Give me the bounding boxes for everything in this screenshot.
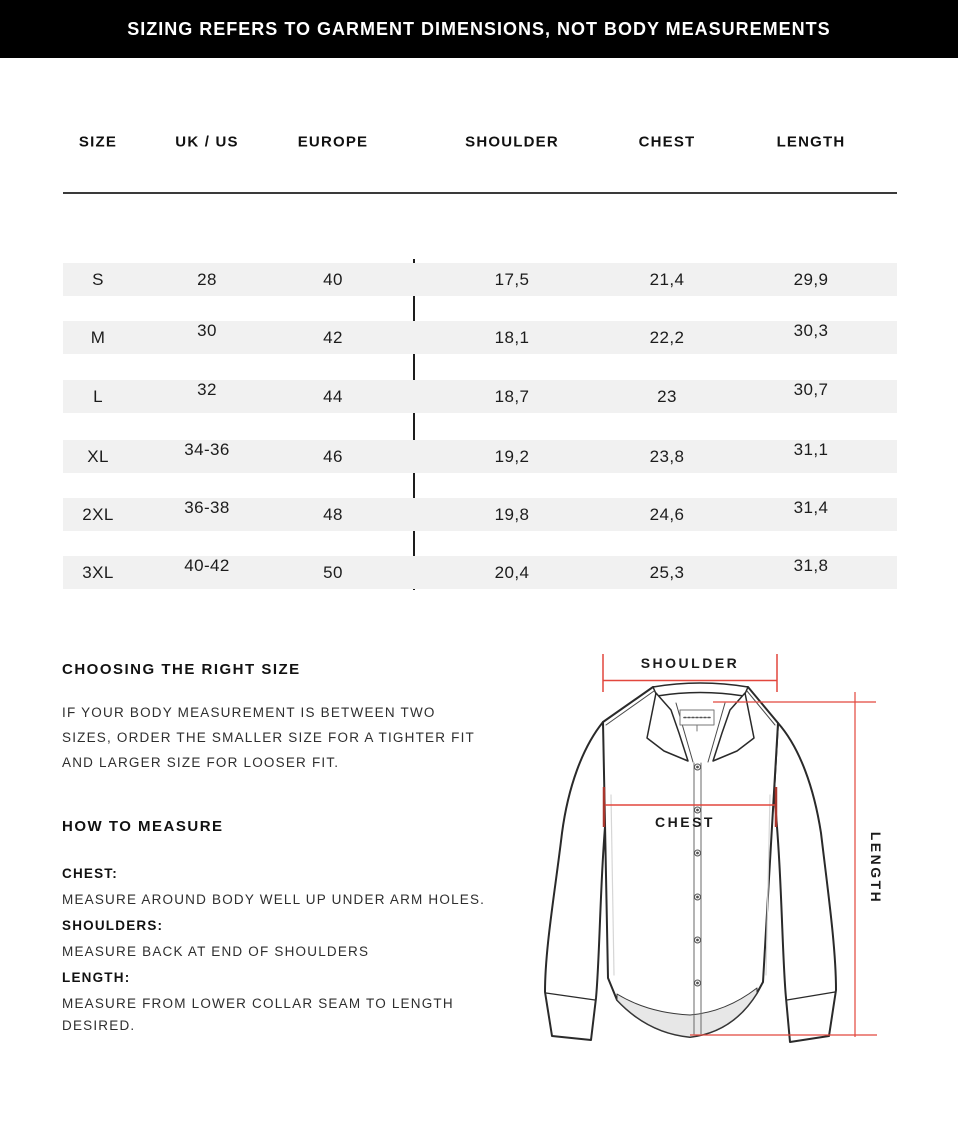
table-row-2xl: 2XL 36-38 48 19,8 24,6 31,4: [63, 498, 897, 531]
measure-chest-desc: MEASURE AROUND BODY WELL UP UNDER ARM HO…: [62, 889, 485, 911]
cell-length: 31,1: [793, 439, 829, 459]
cell-europe: 44: [323, 386, 343, 406]
shirt-left-cuff-line: [545, 992, 596, 1001]
col-header-shoulder: SHOULDER: [465, 133, 559, 151]
measure-length-line: DESIRED.: [62, 1018, 136, 1033]
col-header-europe: EUROPE: [297, 133, 369, 151]
cell-size: M: [90, 327, 106, 347]
measure-length-label: LENGTH:: [62, 970, 131, 985]
cell-chest: 24,6: [649, 504, 685, 524]
shirt-placket: [693, 762, 702, 1035]
table-header-rule: [63, 192, 897, 194]
table-divider-line: [413, 259, 415, 590]
cell-chest: 23: [657, 386, 677, 406]
cell-shoulder: 18,1: [494, 327, 530, 347]
table-row-xl: XL 34-36 46 19,2 23,8 31,1: [63, 440, 897, 473]
cell-europe: 40: [323, 269, 343, 289]
cell-europe: 50: [323, 562, 343, 582]
col-header-chest: CHEST: [638, 133, 696, 151]
cell-europe: 46: [323, 446, 343, 466]
how-to-measure-title: HOW TO MEASURE: [62, 818, 224, 835]
cell-length: 30,3: [793, 320, 829, 340]
cell-size: 2XL: [82, 504, 114, 524]
measure-shoulders-desc: MEASURE BACK AT END OF SHOULDERS: [62, 941, 369, 963]
banner-text: SIZING REFERS TO GARMENT DIMENSIONS, NOT…: [127, 18, 831, 39]
shirt-measurement-diagram: SHOULDER CHEST LENGTH: [544, 654, 884, 1043]
cell-uk-us: 34-36: [184, 439, 230, 459]
cell-shoulder: 19,8: [494, 504, 530, 524]
collar-left-leaf: [646, 692, 689, 762]
cell-chest: 25,3: [649, 562, 685, 582]
shirt-shoulder-seams: [605, 690, 776, 726]
choosing-size-title: CHOOSING THE RIGHT SIZE: [62, 661, 301, 678]
cell-chest: 21,4: [649, 269, 685, 289]
shirt-collar: [646, 682, 755, 763]
measure-chest-label: CHEST:: [62, 866, 118, 881]
measure-shoulders-line: MEASURE BACK AT END OF SHOULDERS: [62, 944, 370, 959]
measure-chest-line: MEASURE AROUND BODY WELL UP UNDER ARM HO…: [62, 892, 486, 907]
collar-right-leaf: [712, 692, 755, 762]
measure-length-line: MEASURE FROM LOWER COLLAR SEAM TO LENGTH: [62, 996, 454, 1011]
cell-shoulder: 20,4: [494, 562, 530, 582]
cell-length: 29,9: [793, 269, 829, 289]
cell-length: 30,7: [793, 379, 829, 399]
measure-shoulders-label: SHOULDERS:: [62, 918, 164, 933]
cell-size: S: [92, 269, 104, 289]
diagram-shoulder-label: SHOULDER: [641, 655, 740, 671]
choosing-size-text: IF YOUR BODY MEASUREMENT IS BETWEEN TWO …: [62, 700, 475, 775]
cell-size: 3XL: [82, 562, 114, 582]
cell-length: 31,4: [793, 497, 829, 517]
shirt-left-sleeve: [544, 721, 609, 1041]
choosing-size-line: SIZES, ORDER THE SMALLER SIZE FOR A TIGH…: [62, 730, 475, 745]
shirt-side-seams: [610, 794, 771, 976]
cell-uk-us: 36-38: [184, 497, 230, 517]
col-header-length: LENGTH: [776, 133, 846, 151]
cell-size: XL: [87, 446, 109, 466]
cell-chest: 23,8: [649, 446, 685, 466]
cell-size: L: [93, 386, 103, 406]
measure-length-desc: MEASURE FROM LOWER COLLAR SEAM TO LENGTH…: [62, 993, 454, 1037]
diagram-length-label: LENGTH: [868, 832, 884, 905]
diagram-chest-label: CHEST: [655, 814, 715, 830]
table-row-l: L 32 44 18,7 23 30,7: [63, 380, 897, 413]
col-header-size: SIZE: [78, 133, 118, 151]
shirt-right-sleeve: [773, 722, 837, 1043]
shirt-illustration: [544, 682, 837, 1043]
cell-chest: 22,2: [649, 327, 685, 347]
measurement-overlay: [602, 654, 877, 1037]
table-header-row: SIZE UK / US EUROPE SHOULDER CHEST LENGT…: [63, 128, 897, 156]
table-row-m: M 30 42 18,1 22,2 30,3: [63, 321, 897, 354]
cell-shoulder: 17,5: [494, 269, 530, 289]
table-row-s: S 28 40 17,5 21,4 29,9: [63, 263, 897, 296]
choosing-size-line: AND LARGER SIZE FOR LOOSER FIT.: [62, 755, 340, 770]
choosing-size-line: IF YOUR BODY MEASUREMENT IS BETWEEN TWO: [62, 705, 436, 720]
cell-uk-us: 28: [197, 269, 217, 289]
cell-length: 31,8: [793, 555, 829, 575]
cell-shoulder: 18,7: [494, 386, 530, 406]
cell-europe: 42: [323, 327, 343, 347]
cell-uk-us: 30: [197, 320, 217, 340]
shirt-buttons: [694, 763, 701, 987]
cell-shoulder: 19,2: [494, 446, 530, 466]
shirt-hem: [616, 987, 758, 1038]
cell-uk-us: 32: [197, 379, 217, 399]
shirt-right-cuff-line: [786, 991, 836, 1001]
col-header-uk-us: UK / US: [175, 133, 239, 151]
chest-measure-ticks: [602, 787, 778, 827]
table-row-3xl: 3XL 40-42 50 20,4 25,3 31,8: [63, 556, 897, 589]
shoulder-measure-ticks: [602, 654, 778, 692]
banner: SIZING REFERS TO GARMENT DIMENSIONS, NOT…: [0, 0, 958, 58]
cell-europe: 48: [323, 504, 343, 524]
collar-inner-v: [675, 702, 726, 763]
cell-uk-us: 40-42: [184, 555, 230, 575]
